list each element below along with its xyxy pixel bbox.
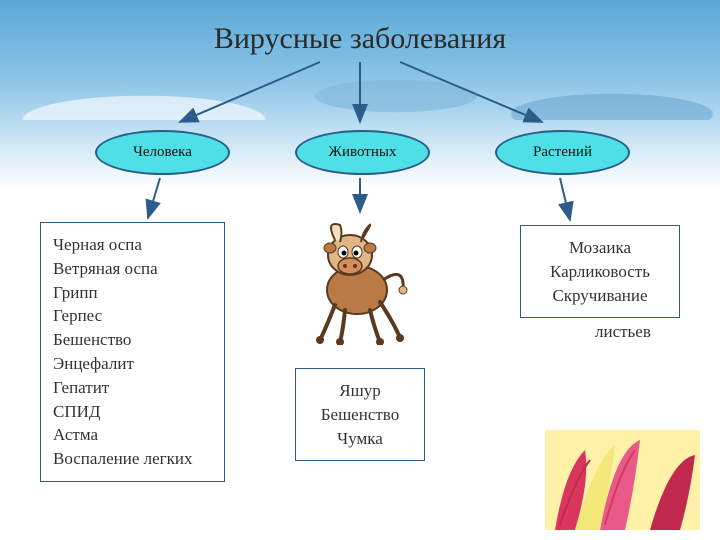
- human-diseases-box: Черная оспаВетряная оспаГриппГерпесБешен…: [40, 222, 225, 482]
- disease-item: Воспаление легких: [53, 447, 212, 471]
- disease-item: Черная оспа: [53, 233, 212, 257]
- disease-item: Энцефалит: [53, 352, 212, 376]
- category-animal: Животных: [295, 130, 430, 175]
- category-human-label: Человека: [133, 144, 192, 161]
- disease-item: Карликовость: [533, 260, 667, 284]
- flowers-illustration: [545, 430, 700, 530]
- disease-item: Астма: [53, 423, 212, 447]
- disease-item: СПИД: [53, 400, 212, 424]
- disease-item: Гепатит: [53, 376, 212, 400]
- disease-item: Мозаика: [533, 236, 667, 260]
- cow-illustration: [295, 210, 415, 345]
- disease-item: Бешенство: [308, 403, 412, 427]
- category-plant-label: Растений: [533, 144, 592, 161]
- plant-diseases-box: МозаикаКарликовостьСкручивание: [520, 225, 680, 318]
- category-human: Человека: [95, 130, 230, 175]
- category-animal-label: Животных: [329, 144, 397, 161]
- plant-extra-line: листьев: [595, 322, 651, 342]
- disease-item: Грипп: [53, 281, 212, 305]
- category-plant: Растений: [495, 130, 630, 175]
- disease-item: Бешенство: [53, 328, 212, 352]
- disease-item: Герпес: [53, 304, 212, 328]
- disease-item: Скручивание: [533, 284, 667, 308]
- disease-item: Яшур: [308, 379, 412, 403]
- disease-item: Ветряная оспа: [53, 257, 212, 281]
- animal-diseases-box: ЯшурБешенствоЧумка: [295, 368, 425, 461]
- page-title: Вирусные заболевания: [0, 22, 720, 56]
- disease-item: Чумка: [308, 427, 412, 451]
